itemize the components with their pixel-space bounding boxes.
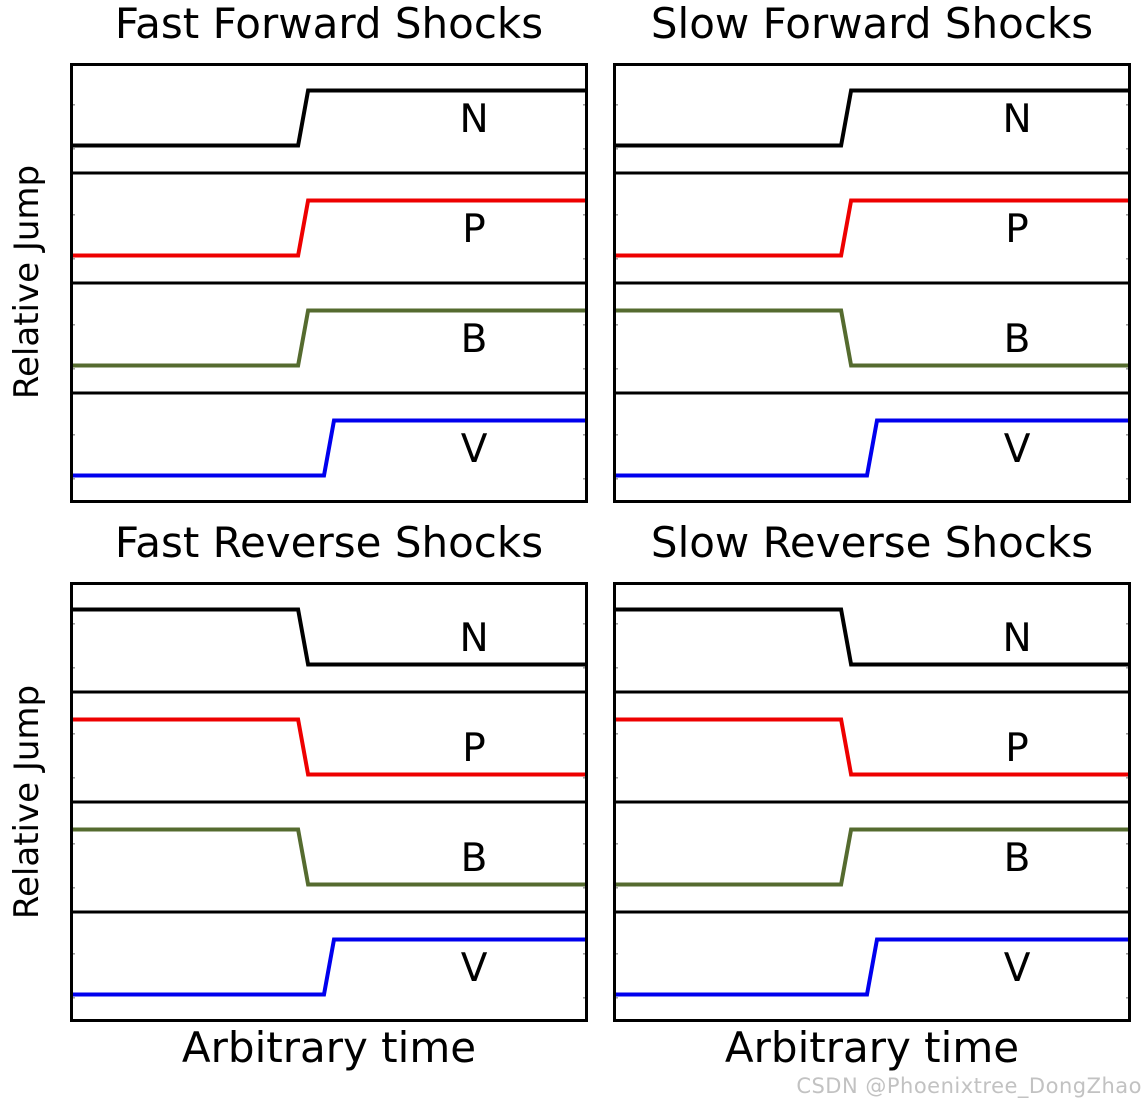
series-line-p (613, 198, 1131, 258)
series-line-p (70, 198, 588, 258)
panel-slow-forward-shocks: N P B V (613, 63, 1131, 503)
panel-frame (613, 63, 1131, 503)
panel-title-slow-forward: Slow Forward Shocks (650, 0, 1094, 48)
series-line-p (70, 717, 588, 777)
panel-fast-reverse-shocks: N P B V (70, 582, 588, 1022)
panel-fast-forward-shocks: N P B V (70, 63, 588, 503)
watermark: CSDN @Phoenixtree_DongZhao (796, 1074, 1142, 1098)
series-line-b (70, 827, 588, 887)
series-label-n: N (459, 97, 488, 142)
series-label-p: P (1005, 726, 1029, 771)
series-line-v (70, 937, 588, 997)
panel-title-fast-reverse: Fast Reverse Shocks (114, 518, 544, 567)
y-axis-label-bottom: Relative Jump (7, 684, 47, 920)
series-label-b: B (461, 836, 488, 881)
series-label-n: N (1002, 616, 1031, 661)
series-line-v (70, 418, 588, 478)
series-label-n: N (459, 616, 488, 661)
panel-title-fast-forward: Fast Forward Shocks (114, 0, 544, 48)
series-line-n (70, 607, 588, 667)
panel-canvas: N P B V (613, 63, 1131, 503)
series-line-n (70, 88, 588, 148)
series-label-p: P (1005, 207, 1029, 252)
series-line-v (613, 418, 1131, 478)
panel-slow-reverse-shocks: N P B V (613, 582, 1131, 1022)
series-label-b: B (1004, 317, 1031, 362)
panel-frame (70, 63, 588, 503)
panel-frame (70, 582, 588, 1022)
panel-canvas: N P B V (70, 63, 588, 503)
series-label-p: P (462, 207, 486, 252)
series-line-b (613, 827, 1131, 887)
series-label-p: P (462, 726, 486, 771)
series-label-v: V (1004, 946, 1031, 991)
series-label-n: N (1002, 97, 1031, 142)
series-label-b: B (1004, 836, 1031, 881)
panel-canvas: N P B V (70, 582, 588, 1022)
series-line-b (70, 308, 588, 368)
series-label-v: V (1004, 427, 1031, 472)
series-label-b: B (461, 317, 488, 362)
series-line-n (613, 607, 1131, 667)
series-line-n (613, 88, 1131, 148)
series-label-v: V (461, 427, 488, 472)
panel-title-slow-reverse: Slow Reverse Shocks (650, 518, 1094, 567)
series-line-b (613, 308, 1131, 368)
series-label-v: V (461, 946, 488, 991)
panel-frame (613, 582, 1131, 1022)
x-axis-label-left: Arbitrary time (181, 1023, 477, 1072)
panel-canvas: N P B V (613, 582, 1131, 1022)
x-axis-label-right: Arbitrary time (724, 1023, 1020, 1072)
series-line-v (613, 937, 1131, 997)
y-axis-label-top: Relative Jump (7, 164, 47, 400)
series-line-p (613, 717, 1131, 777)
